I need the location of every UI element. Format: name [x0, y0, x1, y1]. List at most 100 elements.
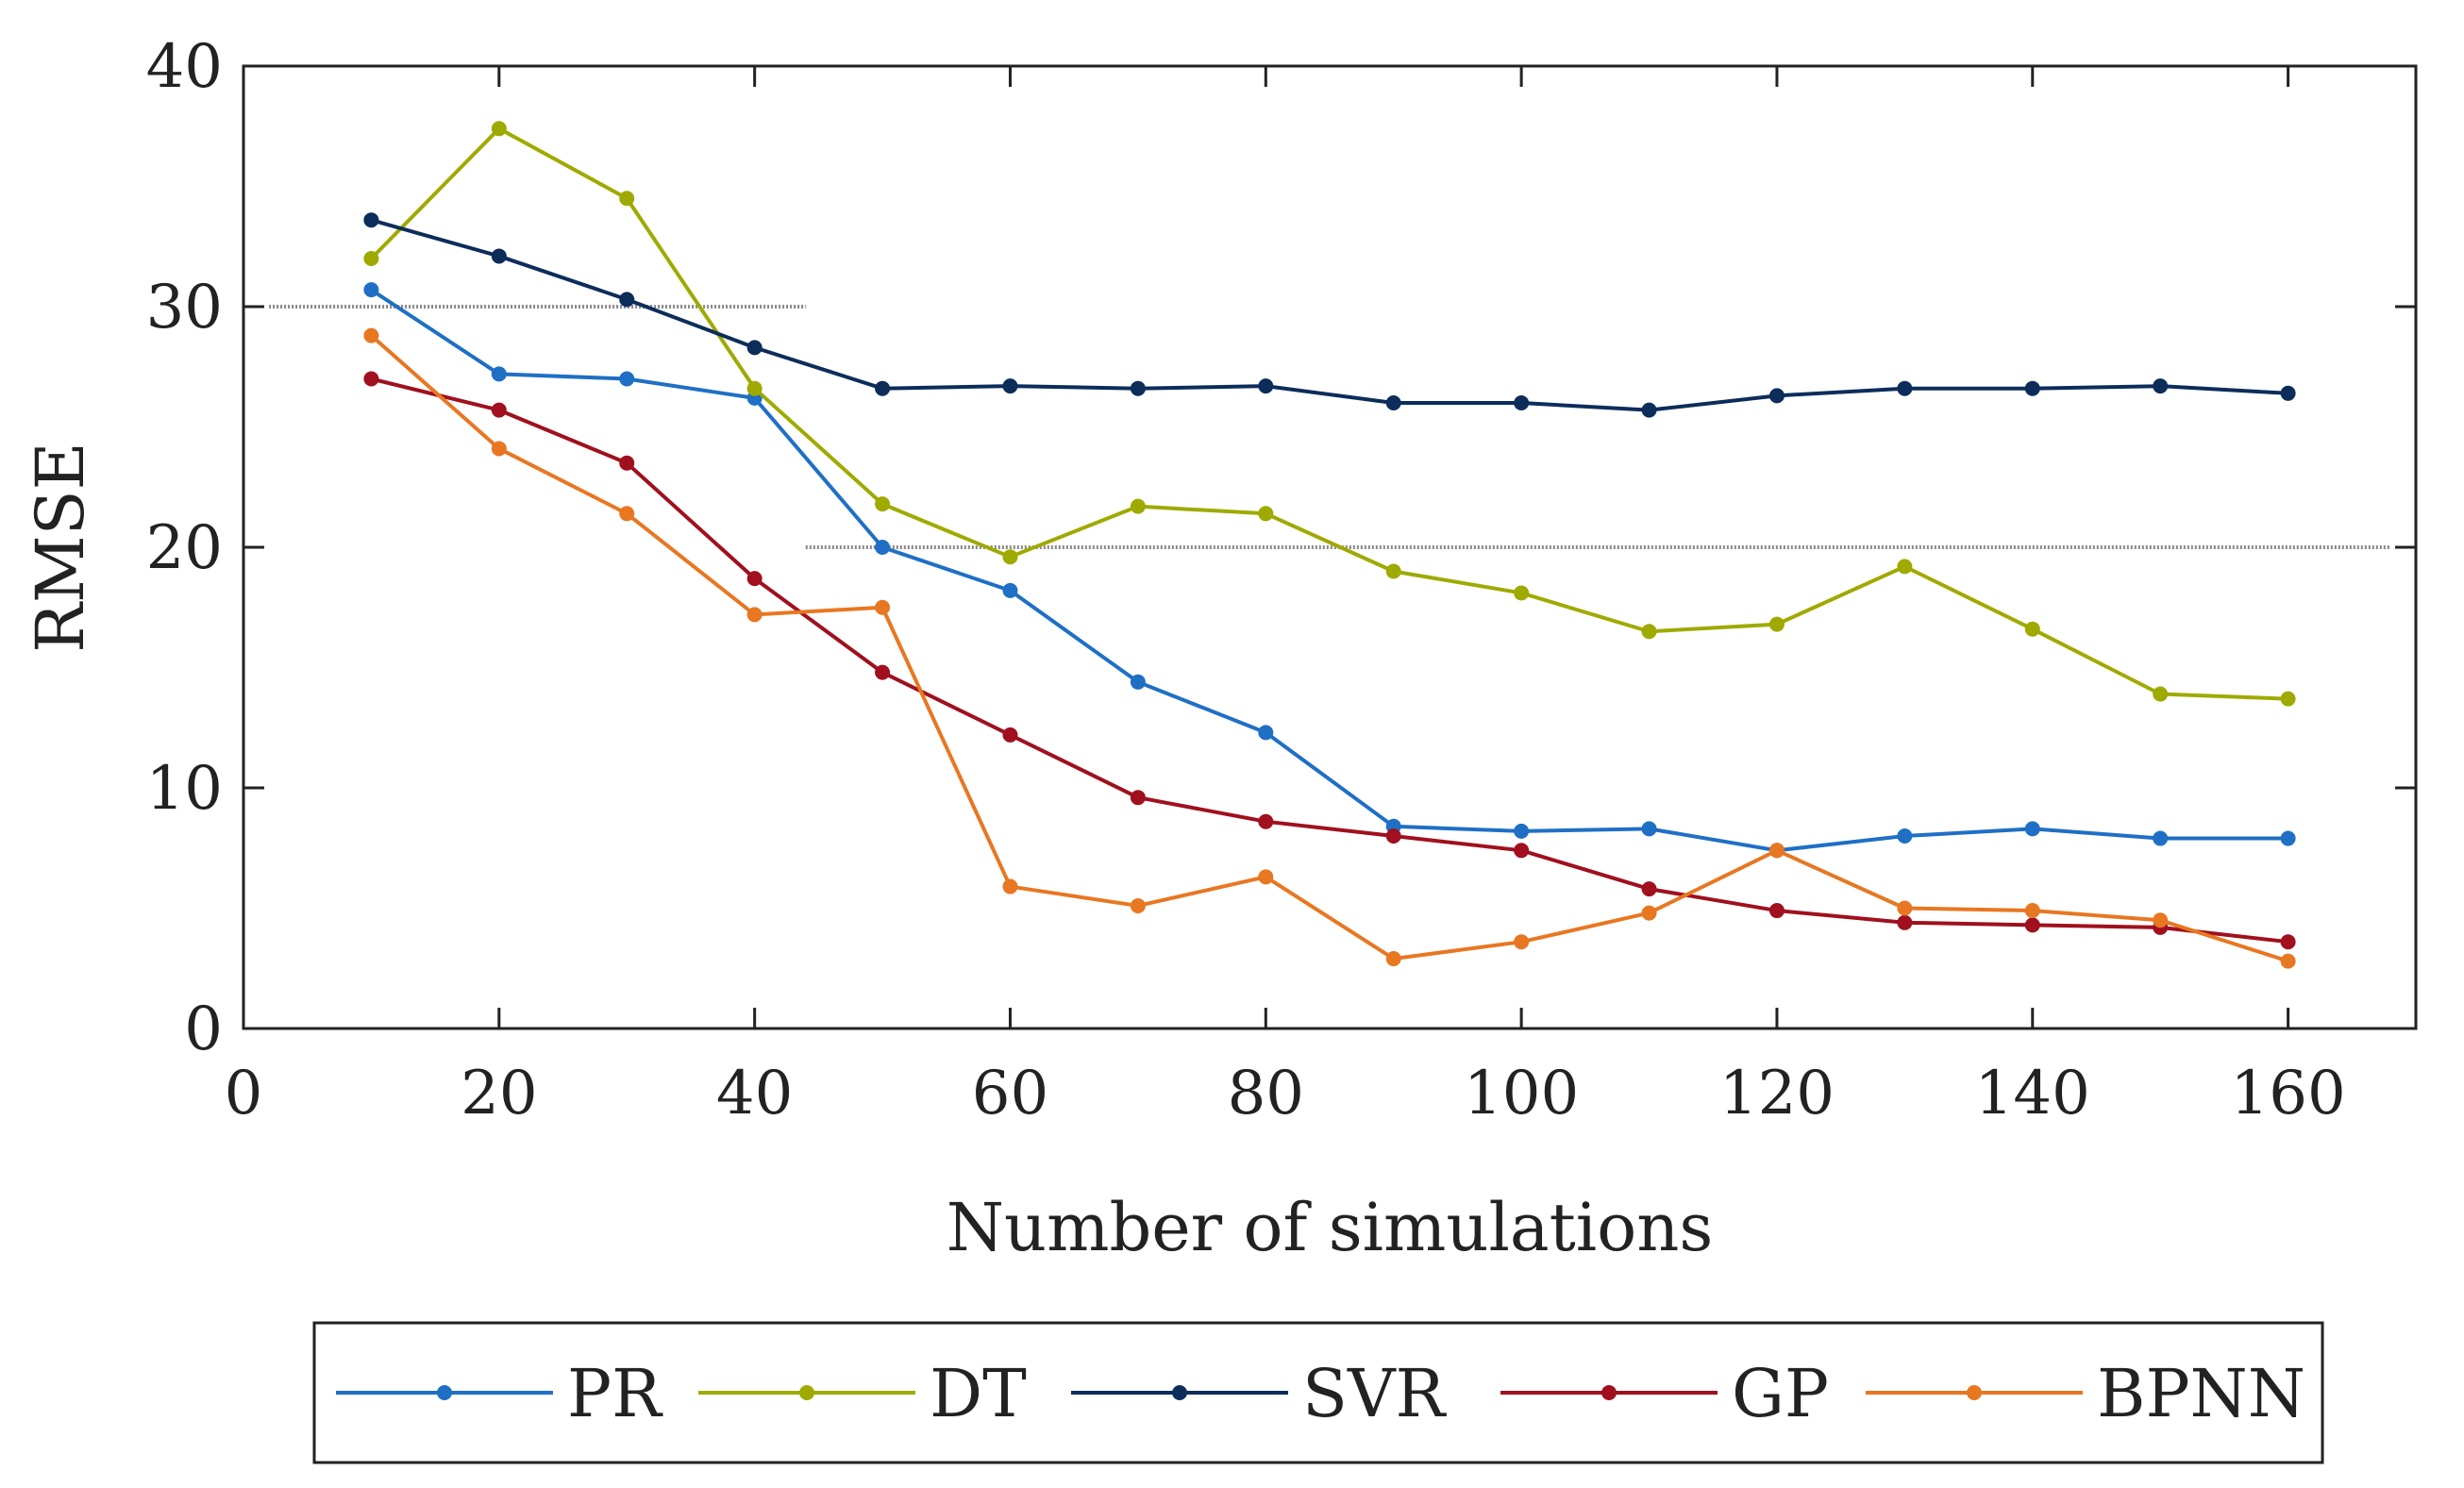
data-point-gp: [746, 571, 763, 587]
data-point-svr: [1641, 402, 1657, 418]
data-point-svr: [619, 292, 635, 308]
data-point-svr: [491, 248, 507, 264]
data-point-gp: [1385, 828, 1401, 844]
y-tick-label: 0: [184, 995, 223, 1064]
data-point-gp: [1768, 903, 1785, 919]
legend-item-svr: SVR: [1071, 1355, 1448, 1432]
axis-ticks: 0 20 40 60 80 100 120 140 160 0 10 20 30 40: [146, 32, 2416, 1129]
data-point-pr: [619, 371, 635, 387]
data-point-gp: [1641, 881, 1657, 897]
legend-item-bpnn: BPNN: [1866, 1355, 2305, 1432]
legend-item-dt: DT: [698, 1355, 1027, 1432]
legend-item-gp: GP: [1500, 1355, 1829, 1432]
data-point-bpnn: [1641, 905, 1657, 921]
x-tick-label: 120: [1719, 1059, 1835, 1129]
data-point-dt: [1768, 616, 1785, 632]
legend-marker-bpnn: [1967, 1385, 1982, 1400]
data-point-bpnn: [363, 327, 379, 343]
data-point-gp: [875, 664, 891, 680]
data-point-bpnn: [1768, 843, 1785, 859]
data-point-svr: [363, 212, 379, 228]
legend-label-dt: DT: [930, 1355, 1027, 1432]
data-point-bpnn: [2153, 912, 2169, 928]
data-point-gp: [491, 402, 507, 418]
legend-label-pr: PR: [567, 1355, 663, 1432]
legend-label-bpnn: BPNN: [2097, 1355, 2305, 1432]
data-point-dt: [491, 121, 507, 137]
legend-marker-dt: [799, 1385, 814, 1400]
data-point-dt: [1002, 549, 1018, 565]
data-point-pr: [363, 282, 379, 298]
data-point-bpnn: [1385, 951, 1401, 967]
data-point-svr: [1768, 388, 1785, 404]
data-point-pr: [1514, 823, 1530, 839]
data-point-bpnn: [1002, 878, 1018, 894]
data-point-gp: [363, 371, 379, 387]
series-gp: [363, 371, 2296, 950]
data-point-bpnn: [619, 506, 635, 522]
data-point-gp: [1897, 914, 1913, 930]
data-point-gp: [1002, 727, 1018, 743]
legend: PR DT SVR GP BPNN: [312, 1321, 2324, 1464]
data-point-dt: [363, 251, 379, 266]
data-point-svr: [1258, 378, 1274, 394]
data-point-pr: [491, 366, 507, 382]
data-point-bpnn: [746, 607, 763, 623]
series-dt: [363, 121, 2296, 707]
y-tick-label: 30: [146, 273, 223, 343]
legend-marker-svr: [1172, 1385, 1187, 1400]
series-line-gp: [370, 376, 2288, 945]
data-point-dt: [619, 191, 635, 207]
series-pr: [363, 282, 2296, 859]
x-tick-label: 80: [1228, 1059, 1304, 1129]
data-point-svr: [1130, 380, 1146, 396]
data-point-dt: [746, 380, 763, 396]
y-tick-label: 10: [146, 754, 223, 824]
data-point-svr: [1514, 395, 1530, 410]
data-point-pr: [1130, 674, 1146, 690]
data-point-bpnn: [875, 599, 891, 615]
data-point-dt: [2153, 686, 2169, 702]
data-point-bpnn: [1897, 900, 1913, 916]
y-axis-title: RMSE: [22, 442, 99, 652]
data-point-dt: [1641, 624, 1657, 640]
data-point-svr: [1897, 380, 1913, 396]
y-tick-label: 40: [146, 32, 223, 102]
x-tick-label: 60: [972, 1059, 1048, 1129]
legend-label-svr: SVR: [1302, 1355, 1448, 1432]
series-line-pr: [370, 288, 2288, 853]
series-line-dt: [369, 126, 2288, 701]
data-point-svr: [2024, 380, 2040, 396]
x-axis-title: Number of simulations: [947, 1189, 1714, 1266]
data-point-gp: [1514, 843, 1530, 859]
series-line-svr: [370, 218, 2288, 412]
x-tick-label: 0: [225, 1059, 263, 1129]
series-lines: [363, 121, 2296, 969]
reference-lines: [269, 305, 2390, 549]
x-tick-label: 20: [461, 1059, 537, 1129]
data-point-dt: [875, 496, 891, 512]
data-point-svr: [1385, 395, 1401, 410]
data-point-dt: [1130, 498, 1146, 514]
legend-marker-gp: [1601, 1385, 1617, 1400]
data-point-bpnn: [491, 441, 507, 457]
data-point-pr: [875, 540, 891, 555]
legend-marker-pr: [437, 1385, 452, 1400]
data-point-gp: [619, 455, 635, 471]
x-tick-label: 40: [716, 1059, 793, 1129]
data-point-dt: [2280, 691, 2296, 707]
data-point-pr: [1002, 582, 1018, 598]
data-point-bpnn: [1514, 934, 1530, 950]
data-point-gp: [2280, 934, 2296, 950]
legend-label-gp: GP: [1732, 1355, 1829, 1432]
x-tick-label: 140: [1975, 1059, 2090, 1129]
data-point-gp: [2024, 917, 2040, 933]
series-svr: [363, 212, 2296, 418]
data-point-dt: [1385, 563, 1401, 579]
data-point-bpnn: [1130, 897, 1146, 913]
data-point-bpnn: [2280, 953, 2296, 969]
data-point-bpnn: [2024, 903, 2040, 919]
series-line-bpnn: [370, 334, 2289, 963]
data-point-pr: [1641, 821, 1657, 837]
